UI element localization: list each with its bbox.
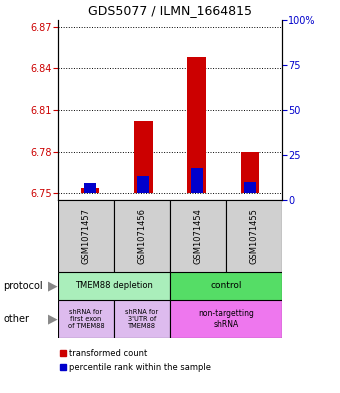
FancyBboxPatch shape (58, 300, 114, 338)
Text: GSM1071455: GSM1071455 (250, 208, 258, 264)
Bar (84, 184, 96, 193)
Text: other: other (3, 314, 29, 324)
Text: percentile rank within the sample: percentile rank within the sample (69, 362, 211, 371)
Text: GSM1071456: GSM1071456 (137, 208, 147, 264)
Text: transformed count: transformed count (69, 349, 147, 358)
FancyBboxPatch shape (58, 200, 114, 272)
FancyBboxPatch shape (170, 300, 282, 338)
Bar (137, 176, 149, 193)
Text: GSM1071454: GSM1071454 (193, 208, 203, 264)
FancyBboxPatch shape (58, 272, 170, 300)
FancyBboxPatch shape (170, 200, 226, 272)
FancyBboxPatch shape (114, 300, 170, 338)
Bar (191, 168, 203, 193)
FancyBboxPatch shape (114, 200, 170, 272)
Text: GSM1071457: GSM1071457 (82, 208, 90, 264)
Text: shRNA for
3'UTR of
TMEM88: shRNA for 3'UTR of TMEM88 (125, 309, 158, 329)
Bar (134, 121, 153, 193)
Bar (81, 187, 99, 193)
Text: ▶: ▶ (48, 279, 57, 292)
Bar (241, 152, 259, 193)
Text: ▶: ▶ (48, 312, 57, 325)
Text: non-targetting
shRNA: non-targetting shRNA (198, 309, 254, 329)
Text: TMEM88 depletion: TMEM88 depletion (75, 281, 153, 290)
FancyBboxPatch shape (226, 200, 282, 272)
Title: GDS5077 / ILMN_1664815: GDS5077 / ILMN_1664815 (88, 4, 252, 17)
Bar (244, 182, 256, 193)
FancyBboxPatch shape (170, 272, 282, 300)
Bar (60, 350, 66, 356)
Bar (187, 57, 206, 193)
Text: shRNA for
first exon
of TMEM88: shRNA for first exon of TMEM88 (68, 309, 104, 329)
Bar (60, 364, 66, 370)
Text: control: control (210, 281, 242, 290)
Text: protocol: protocol (3, 281, 43, 291)
